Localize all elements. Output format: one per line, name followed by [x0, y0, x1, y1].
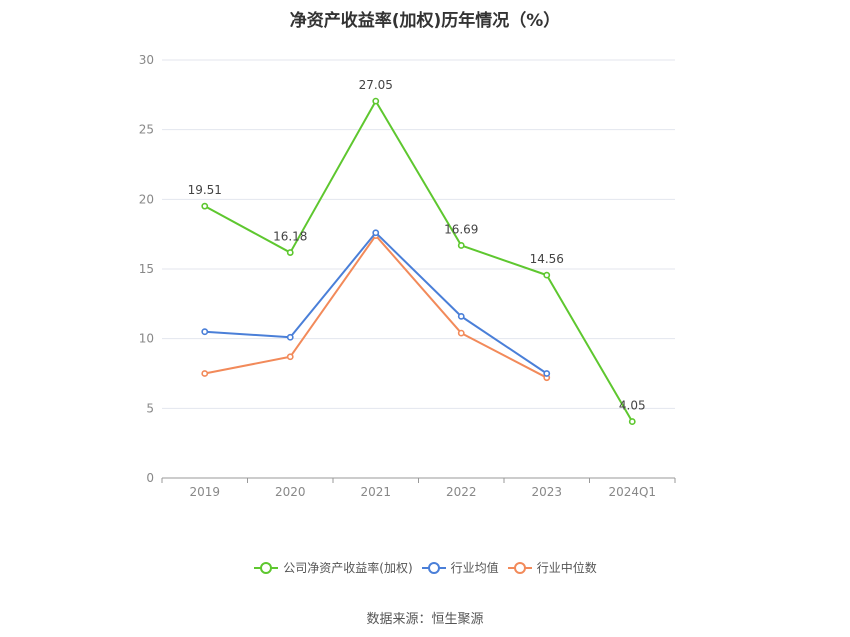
legend-item[interactable]: 行业中位数 — [507, 559, 597, 576]
data-point — [543, 370, 551, 377]
data-label: 16.18 — [273, 230, 307, 244]
x-tick-label: 2019 — [189, 485, 220, 499]
data-point — [457, 312, 465, 320]
series-line — [204, 100, 634, 423]
legend-marker-icon — [421, 561, 446, 574]
data-point — [201, 370, 209, 377]
legend-label: 行业中位数 — [536, 561, 597, 575]
source-note: 数据来源：恒生聚源 — [366, 612, 484, 627]
x-tick-label: 2022 — [446, 485, 477, 499]
data-point — [457, 242, 465, 249]
data-point — [628, 418, 636, 425]
legend-marker-icon — [507, 561, 532, 574]
legend-item[interactable]: 行业均值 — [421, 559, 499, 576]
data-point — [372, 97, 380, 105]
x-tick-label: 2024Q1 — [608, 485, 656, 499]
data-point — [201, 202, 209, 210]
chart-title: 净资产收益率(加权)历年情况（%） — [289, 11, 561, 31]
data-label: 14.56 — [530, 252, 564, 266]
data-label: 4.05 — [619, 399, 646, 413]
data-point — [286, 353, 294, 361]
data-label: 27.05 — [359, 78, 393, 92]
grid-lines — [162, 59, 675, 409]
legend-item[interactable]: 公司净资产收益率(加权) — [253, 559, 413, 576]
data-point — [201, 328, 209, 336]
data-point — [543, 271, 551, 279]
legend-label: 行业均值 — [450, 561, 499, 575]
data-point — [372, 229, 380, 237]
y-tick-label: 30 — [139, 53, 154, 67]
data-point — [286, 333, 294, 341]
x-tick-label: 2020 — [275, 485, 306, 499]
legend-marker-icon — [254, 561, 279, 574]
data-point — [457, 329, 465, 337]
axes: 0 5 10 15 20 25 30 2019 2020 2021 2022 2023 2024Q1 — [139, 53, 676, 499]
legend: 公司净资产收益率(加权) 行业均值 行业中位数 — [0, 559, 850, 578]
x-tick-label: 2023 — [531, 485, 562, 499]
y-tick-label: 0 — [146, 471, 154, 485]
y-tick-label: 20 — [139, 192, 154, 206]
data-label: 16.69 — [444, 222, 478, 236]
y-tick-label: 15 — [139, 262, 154, 276]
series-line — [204, 231, 548, 375]
y-tick-label: 25 — [139, 123, 154, 137]
series-lines — [201, 97, 636, 425]
data-labels: 19.51 16.18 27.05 16.69 14.56 4.05 — [188, 78, 646, 412]
legend-label: 公司净资产收益率(加权) — [283, 561, 413, 575]
data-label: 19.51 — [188, 183, 222, 197]
y-tick-label: 10 — [139, 332, 154, 346]
data-point — [286, 249, 294, 256]
y-tick-label: 5 — [146, 401, 154, 415]
x-tick-label: 2021 — [360, 485, 391, 499]
